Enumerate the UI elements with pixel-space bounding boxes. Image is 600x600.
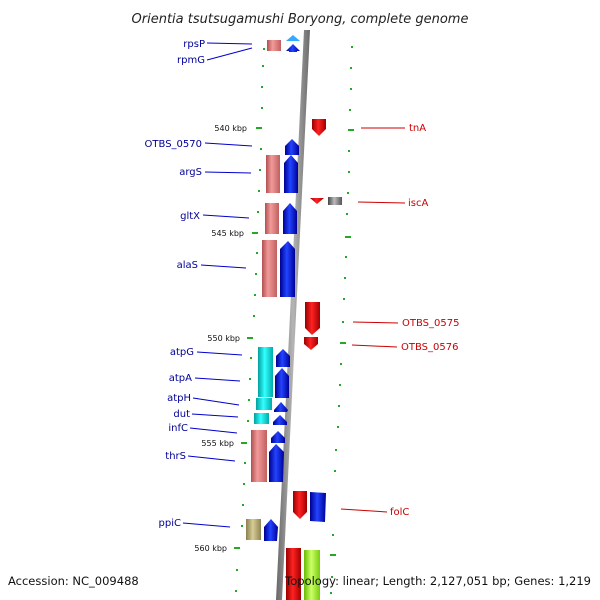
gene-OTBS_0570-arrow[interactable]	[285, 139, 299, 155]
gene-folC-arrow[interactable]	[310, 492, 326, 522]
gene-gltX-arrow[interactable]	[283, 203, 297, 234]
gene-label-argS[interactable]: argS	[179, 167, 202, 178]
scale-major-ticks	[234, 127, 354, 556]
gene-atpG-arrow[interactable]	[276, 349, 290, 367]
scale-label-545: 545 kbp	[211, 229, 244, 238]
scale-label-560: 560 kbp	[194, 544, 227, 553]
gene-label-infC[interactable]: infC	[168, 423, 188, 434]
genome-backbone	[276, 30, 310, 600]
gene-infC-arrow[interactable]	[271, 431, 285, 443]
gene-alaS-block[interactable]	[262, 240, 277, 297]
gene-label-folC[interactable]: folC	[390, 507, 409, 518]
gene-rpsP-block[interactable]	[267, 40, 281, 51]
scale-label-555: 555 kbp	[201, 439, 234, 448]
gene-tnA-arrow[interactable]	[312, 119, 326, 136]
gene-label-iscA[interactable]: iscA	[408, 198, 428, 209]
gene-thrS-arrow[interactable]	[269, 444, 284, 482]
gene-label-gltX[interactable]: gltX	[180, 211, 200, 222]
gene-label-ppiC[interactable]: ppiC	[159, 518, 181, 529]
gene-argS-block[interactable]	[266, 155, 280, 193]
genome-summary-text: Topology: linear; Length: 2,127,051 bp; …	[284, 574, 591, 588]
gene-rpmG-arrow[interactable]	[286, 44, 300, 52]
gene-dut-arrow[interactable]	[273, 415, 287, 425]
scale-label-550: 550 kbp	[207, 334, 240, 343]
gene-label-atpA[interactable]: atpA	[169, 373, 192, 384]
gene-argS-arrow[interactable]	[284, 155, 298, 193]
gene-label-rpmG[interactable]: rpmG	[177, 55, 205, 66]
gene-label-tnA[interactable]: tnA	[409, 123, 426, 134]
gene-OTBS_0575-arrow[interactable]	[305, 302, 320, 335]
gene-label-rpsP[interactable]: rpsP	[183, 39, 205, 50]
left-leader-lines	[182, 42, 253, 528]
gene-label-OTBS_0575[interactable]: OTBS_0575	[402, 318, 459, 329]
gene-atpA-arrow[interactable]	[275, 368, 289, 398]
gene-iscA-block[interactable]	[328, 197, 342, 205]
gene-OTBS_0576-arrow[interactable]	[304, 337, 318, 350]
left-guide-rail	[235, 48, 265, 592]
gene-ppiC-arrow[interactable]	[264, 519, 278, 541]
gene-rpsP-arrow[interactable]	[286, 35, 300, 41]
gene-alaS-arrow[interactable]	[280, 241, 295, 297]
gene-thrS-block[interactable]	[251, 430, 267, 482]
gene-iscA-arrow[interactable]	[310, 198, 324, 204]
gene-label-atpH[interactable]: atpH	[167, 393, 191, 404]
gene-label-OTBS_0576[interactable]: OTBS_0576	[401, 342, 458, 353]
gene-atpH-block[interactable]	[256, 398, 272, 410]
scale-label-540: 540 kbp	[214, 124, 247, 133]
gene-atpH-arrow[interactable]	[274, 402, 288, 412]
gene-label-alaS[interactable]: alaS	[177, 260, 198, 271]
gene-atpG-block[interactable]	[258, 347, 273, 397]
gene-red-bottom[interactable]	[286, 548, 301, 600]
map-title: Orientia tsutsugamushi Boryong, complete…	[132, 12, 469, 27]
gene-label-atpG[interactable]: atpG	[170, 347, 194, 358]
gene-label-dut[interactable]: dut	[173, 409, 190, 420]
gene-dut-block[interactable]	[254, 413, 269, 424]
gene-label-OTBS_0570[interactable]: OTBS_0570	[145, 139, 202, 150]
right-guide-rail	[330, 46, 353, 594]
accession-text: Accession: NC_009488	[8, 574, 139, 588]
gene-lime-bottom[interactable]	[304, 550, 320, 600]
gene-ppiC-block[interactable]	[246, 519, 261, 540]
gene-gltX-block[interactable]	[265, 203, 279, 234]
right-leader-lines	[340, 127, 406, 513]
gene-folC-red-arrow[interactable]	[293, 491, 307, 519]
gene-label-thrS[interactable]: thrS	[165, 451, 186, 462]
